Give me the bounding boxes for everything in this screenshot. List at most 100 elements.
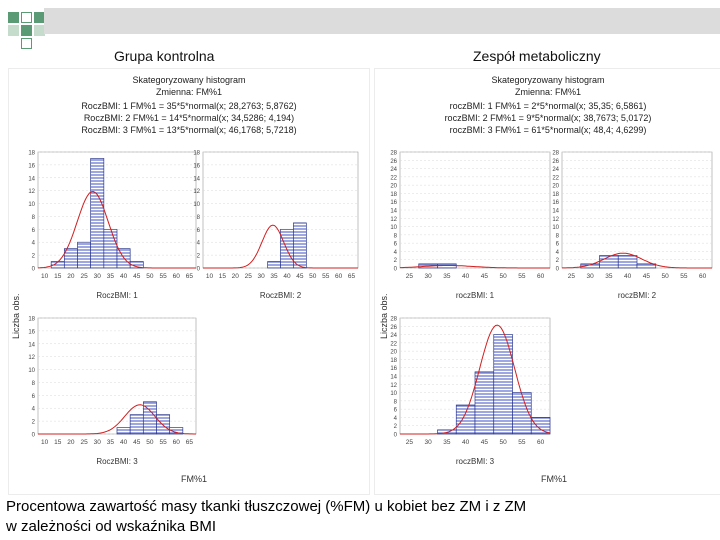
histogram-bar [512, 392, 532, 435]
histogram-bar [77, 241, 92, 269]
histogram-bar [169, 427, 184, 435]
y-tick-label: 2 [556, 258, 560, 264]
y-tick-label: 2 [197, 254, 201, 260]
x-tick-label: 55 [159, 273, 167, 280]
histogram-bar [129, 414, 144, 435]
panel-title-line: RoczBMI: 1 FM%1 = 35*5*normal(x; 28,2763… [81, 101, 297, 111]
subplot-label: RoczBMI: 1 [96, 291, 138, 300]
plot-area [399, 151, 551, 269]
y-tick-label: 12 [390, 217, 397, 223]
y-tick-label: 22 [552, 175, 559, 181]
x-tick-label: 35 [443, 273, 451, 280]
decor-square [8, 12, 19, 23]
histogram-bar [156, 414, 171, 435]
decor-square [21, 38, 32, 49]
x-tick-label: 60 [537, 273, 545, 280]
x-tick-label: 35 [605, 273, 613, 280]
y-tick-label: 2 [394, 424, 398, 430]
y-tick-label: 10 [28, 202, 35, 208]
x-tick-label: 25 [245, 273, 253, 280]
histogram-bar [116, 248, 131, 269]
x-tick-label: 60 [173, 439, 181, 446]
x-tick-label: 30 [94, 273, 102, 280]
y-tick-label: 14 [390, 375, 397, 381]
panel-title-line: Skategoryzowany histogram [132, 75, 246, 85]
x-tick-label: 10 [41, 439, 49, 446]
x-tick-label: 50 [500, 439, 508, 446]
y-tick-label: 0 [32, 267, 36, 273]
y-tick-label: 20 [390, 350, 397, 356]
plot-area [561, 151, 713, 269]
x-tick-label: 45 [296, 273, 304, 280]
histogram-bar [90, 158, 105, 269]
x-tick-label: 45 [481, 273, 489, 280]
x-tick-label: 45 [643, 273, 651, 280]
panel-title-line: RoczBMI: 2 FM%1 = 14*5*normal(x; 34,5286… [83, 113, 295, 123]
x-tick-label: 15 [54, 439, 62, 446]
y-tick-label: 12 [28, 189, 35, 195]
x-tick-label: 40 [462, 439, 470, 446]
x-tick-label: 20 [232, 273, 240, 280]
y-tick-label: 14 [193, 176, 200, 182]
y-tick-label: 20 [552, 184, 559, 190]
normal-fit-curve [203, 224, 358, 269]
x-tick-label: 40 [624, 273, 632, 280]
y-tick-label: 16 [28, 329, 35, 335]
x-tick-label: 30 [94, 439, 102, 446]
y-tick-label: 2 [394, 258, 398, 264]
y-tick-label: 12 [390, 383, 397, 389]
y-tick-label: 22 [390, 175, 397, 181]
panel-title-line: roczBMI: 3 FM%1 = 61*5*normal(x; 48,4; 4… [449, 125, 647, 135]
subplot-label: roczBMI: 2 [618, 291, 657, 300]
histogram-bar [293, 222, 307, 269]
x-tick-label: 30 [425, 439, 433, 446]
y-tick-label: 10 [193, 202, 200, 208]
y-tick-label: 16 [28, 163, 35, 169]
y-tick-label: 12 [552, 217, 559, 223]
y-tick-label: 22 [390, 341, 397, 347]
x-tick-label: 55 [322, 273, 330, 280]
panel-title-line: Zmienna: FM%1 [514, 87, 582, 97]
y-tick-label: 6 [32, 228, 36, 234]
x-tick-label: 60 [699, 273, 707, 280]
y-tick-label: 6 [394, 242, 398, 248]
group-title-control: Grupa kontrolna [114, 48, 215, 64]
x-tick-label: 45 [133, 273, 141, 280]
y-tick-label: 4 [32, 241, 36, 247]
y-tick-label: 18 [390, 192, 397, 198]
y-tick-label: 16 [390, 366, 397, 372]
x-tick-label: 35 [443, 439, 451, 446]
panel-title-line: Zmienna: FM%1 [155, 87, 223, 97]
subplot-label: RoczBMI: 2 [260, 291, 302, 300]
histogram-bar [474, 371, 495, 435]
histogram-bar [617, 255, 638, 269]
y-tick-label: 4 [197, 241, 201, 247]
x-tick-label: 25 [568, 273, 576, 280]
x-tick-label: 25 [80, 439, 88, 446]
y-tick-label: 0 [556, 267, 560, 273]
histogram-bar [530, 417, 551, 435]
x-tick-label: 40 [120, 439, 128, 446]
x-tick-label: 30 [425, 273, 433, 280]
x-tick-label: 10 [41, 273, 49, 280]
x-tick-label: 65 [186, 439, 194, 446]
y-tick-label: 14 [28, 342, 35, 348]
y-tick-label: 24 [552, 167, 559, 173]
subplot-label: roczBMI: 3 [456, 457, 495, 466]
x-axis-label: FM%1 [541, 474, 568, 484]
x-tick-label: 55 [518, 439, 526, 446]
y-tick-label: 0 [32, 433, 36, 439]
decor-square [8, 25, 19, 36]
y-tick-label: 6 [197, 228, 201, 234]
subplot-label: RoczBMI: 3 [96, 457, 138, 466]
y-tick-label: 14 [390, 209, 397, 215]
y-tick-label: 8 [394, 399, 398, 405]
x-tick-label: 25 [406, 439, 414, 446]
normal-fit-curve [38, 404, 196, 435]
y-tick-label: 4 [394, 416, 398, 422]
histogram-bar [116, 427, 131, 435]
x-tick-label: 10 [206, 273, 214, 280]
x-tick-label: 55 [159, 439, 167, 446]
y-tick-label: 18 [552, 192, 559, 198]
histogram-bar [267, 261, 281, 269]
